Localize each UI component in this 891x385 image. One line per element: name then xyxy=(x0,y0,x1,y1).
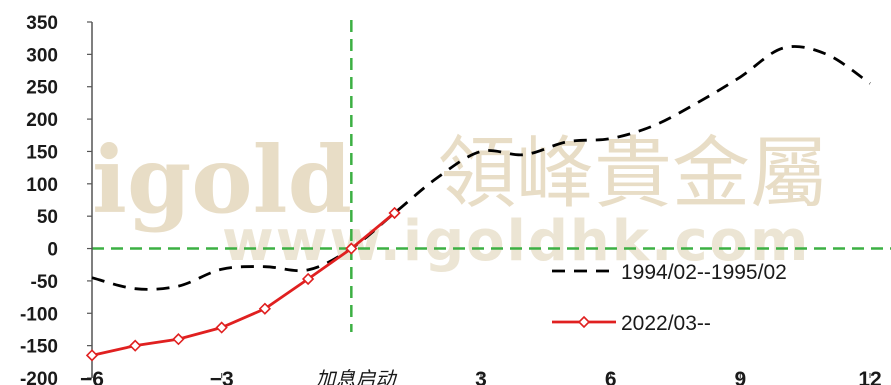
data-point-marker xyxy=(85,349,99,362)
legend-label: 2022/03-- xyxy=(621,312,711,335)
legend: 1994/02--1995/02 2022/03-- xyxy=(552,261,787,335)
series-line-2022 xyxy=(91,211,396,357)
x-tick-label: 加息启动 xyxy=(315,367,397,385)
x-tick-label: −6 xyxy=(80,368,104,385)
legend-marker xyxy=(577,315,591,329)
x-tick-label: 9 xyxy=(734,368,746,385)
y-tick-label: 100 xyxy=(26,175,58,196)
x-tick-label: 3 xyxy=(475,368,487,385)
data-point-marker xyxy=(388,206,401,220)
y-tick-label: 200 xyxy=(26,110,58,131)
x-tick-label: 6 xyxy=(605,368,617,385)
series-layer xyxy=(85,45,871,362)
legend-label: 1994/02--1995/02 xyxy=(621,261,787,284)
legend-item-1: 1994/02--1995/02 xyxy=(552,261,787,284)
data-point-marker xyxy=(345,242,358,255)
series-line-1994 xyxy=(91,45,871,291)
y-tick-label: 350 xyxy=(26,13,58,34)
y-tick-label: -50 xyxy=(31,272,58,293)
x-tick-label: 12 xyxy=(858,368,881,385)
data-point-marker xyxy=(172,333,185,346)
watermark-logo: igold xyxy=(92,126,352,234)
series-1 xyxy=(91,45,871,291)
y-tick-label: 250 xyxy=(26,78,58,99)
y-tick-label: -200 xyxy=(20,369,58,385)
y-tick-label: -150 xyxy=(20,337,58,358)
legend-item-2: 2022/03-- xyxy=(552,312,711,335)
watermark-brand: 領峰貴金屬 xyxy=(438,129,828,219)
y-tick-label: 300 xyxy=(26,45,58,66)
y-tick-label: 50 xyxy=(37,207,58,228)
series-2 xyxy=(85,206,401,362)
watermark: igold 領峰貴金屬 www.igoldhk.com xyxy=(92,126,828,274)
data-point-marker xyxy=(129,339,142,352)
y-tick-label: 0 xyxy=(47,240,58,261)
y-tick-label: -100 xyxy=(20,304,58,325)
x-tick-label: −3 xyxy=(210,368,234,385)
watermark-url: www.igoldhk.com xyxy=(222,209,810,274)
y-tick-label: 150 xyxy=(26,142,58,163)
data-point-marker xyxy=(215,321,228,334)
axes: 350 300 250 200 150 100 50 0 -50 -100 -150 -200 −6 −3… xyxy=(20,13,882,385)
data-point-marker xyxy=(301,272,315,286)
reference-lines xyxy=(92,20,891,332)
data-point-marker xyxy=(258,302,272,315)
